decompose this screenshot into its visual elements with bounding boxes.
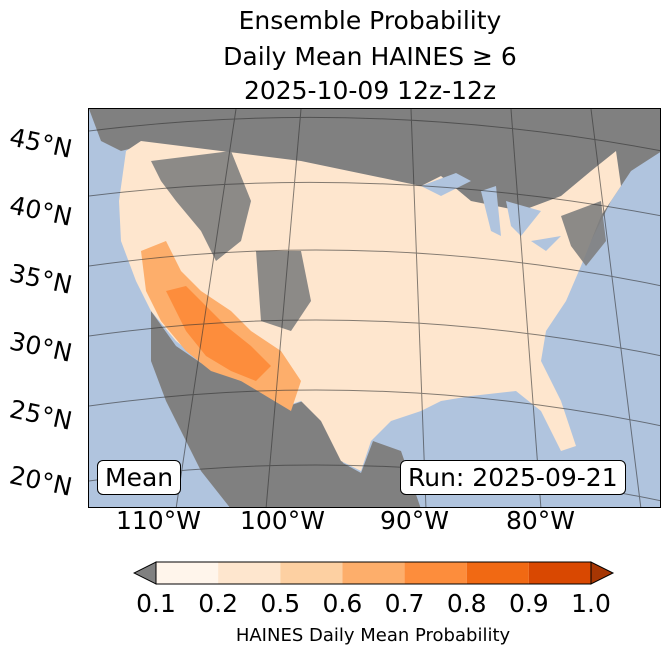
great-lakes — [421, 173, 561, 251]
title-line-2: Daily Mean HAINES ≥ 6 — [223, 42, 517, 71]
lon-label-90w: 90°W — [380, 506, 450, 535]
colorbar-tick-label: 0.2 — [198, 589, 239, 618]
graticule — [89, 109, 660, 507]
colorbar-tick-label: 0.1 — [136, 589, 176, 618]
colorbar-segment — [466, 562, 529, 584]
western-masked-area — [151, 151, 606, 331]
colorbar-segment — [528, 562, 591, 584]
colorbar-segment — [342, 562, 405, 584]
run-date-box: Run: 2025-09-21 — [400, 460, 626, 495]
colorbar-tick-label: 0.6 — [322, 589, 363, 618]
lat-label-40n: 40°N — [6, 190, 75, 232]
lat-label-30n: 30°N — [6, 326, 75, 368]
title-line-3: 2025-10-09 12z-12z — [243, 76, 497, 105]
colorbar-under-arrow — [133, 561, 157, 585]
lat-label-20n: 20°N — [6, 460, 75, 502]
colorbar-segment — [218, 562, 281, 584]
mexico-land — [151, 311, 421, 507]
colorbar-segment — [404, 562, 467, 584]
colorbar-tick-label: 0.7 — [384, 589, 425, 618]
map-canvas — [89, 109, 660, 507]
highest-probability-area — [166, 286, 271, 381]
colorbar — [133, 561, 615, 585]
colorbar-tick-label: 1.0 — [571, 589, 611, 618]
lat-label-45n: 45°N — [6, 122, 75, 164]
stat-label-box: Mean — [97, 460, 182, 495]
lat-label-25n: 25°N — [6, 394, 75, 436]
colorbar-over-arrow — [590, 561, 615, 585]
title-line-1: Ensemble Probability — [238, 6, 502, 35]
lon-label-80w: 80°W — [506, 506, 576, 535]
probability-map — [88, 108, 661, 508]
lon-label-110w: 110°W — [116, 506, 201, 535]
lon-label-100w: 100°W — [240, 506, 325, 535]
colorbar-outline — [155, 561, 592, 585]
colorbar-tick-label: 0.8 — [446, 589, 487, 618]
colorbar-segment — [280, 562, 343, 584]
colorbar-label: HAINES Daily Mean Probability — [235, 625, 511, 646]
colorbar-tick-label: 0.9 — [508, 589, 549, 618]
lat-label-35n: 35°N — [6, 258, 75, 300]
colorbar-segment — [156, 562, 219, 584]
colorbar-tick-label: 0.5 — [260, 589, 301, 618]
